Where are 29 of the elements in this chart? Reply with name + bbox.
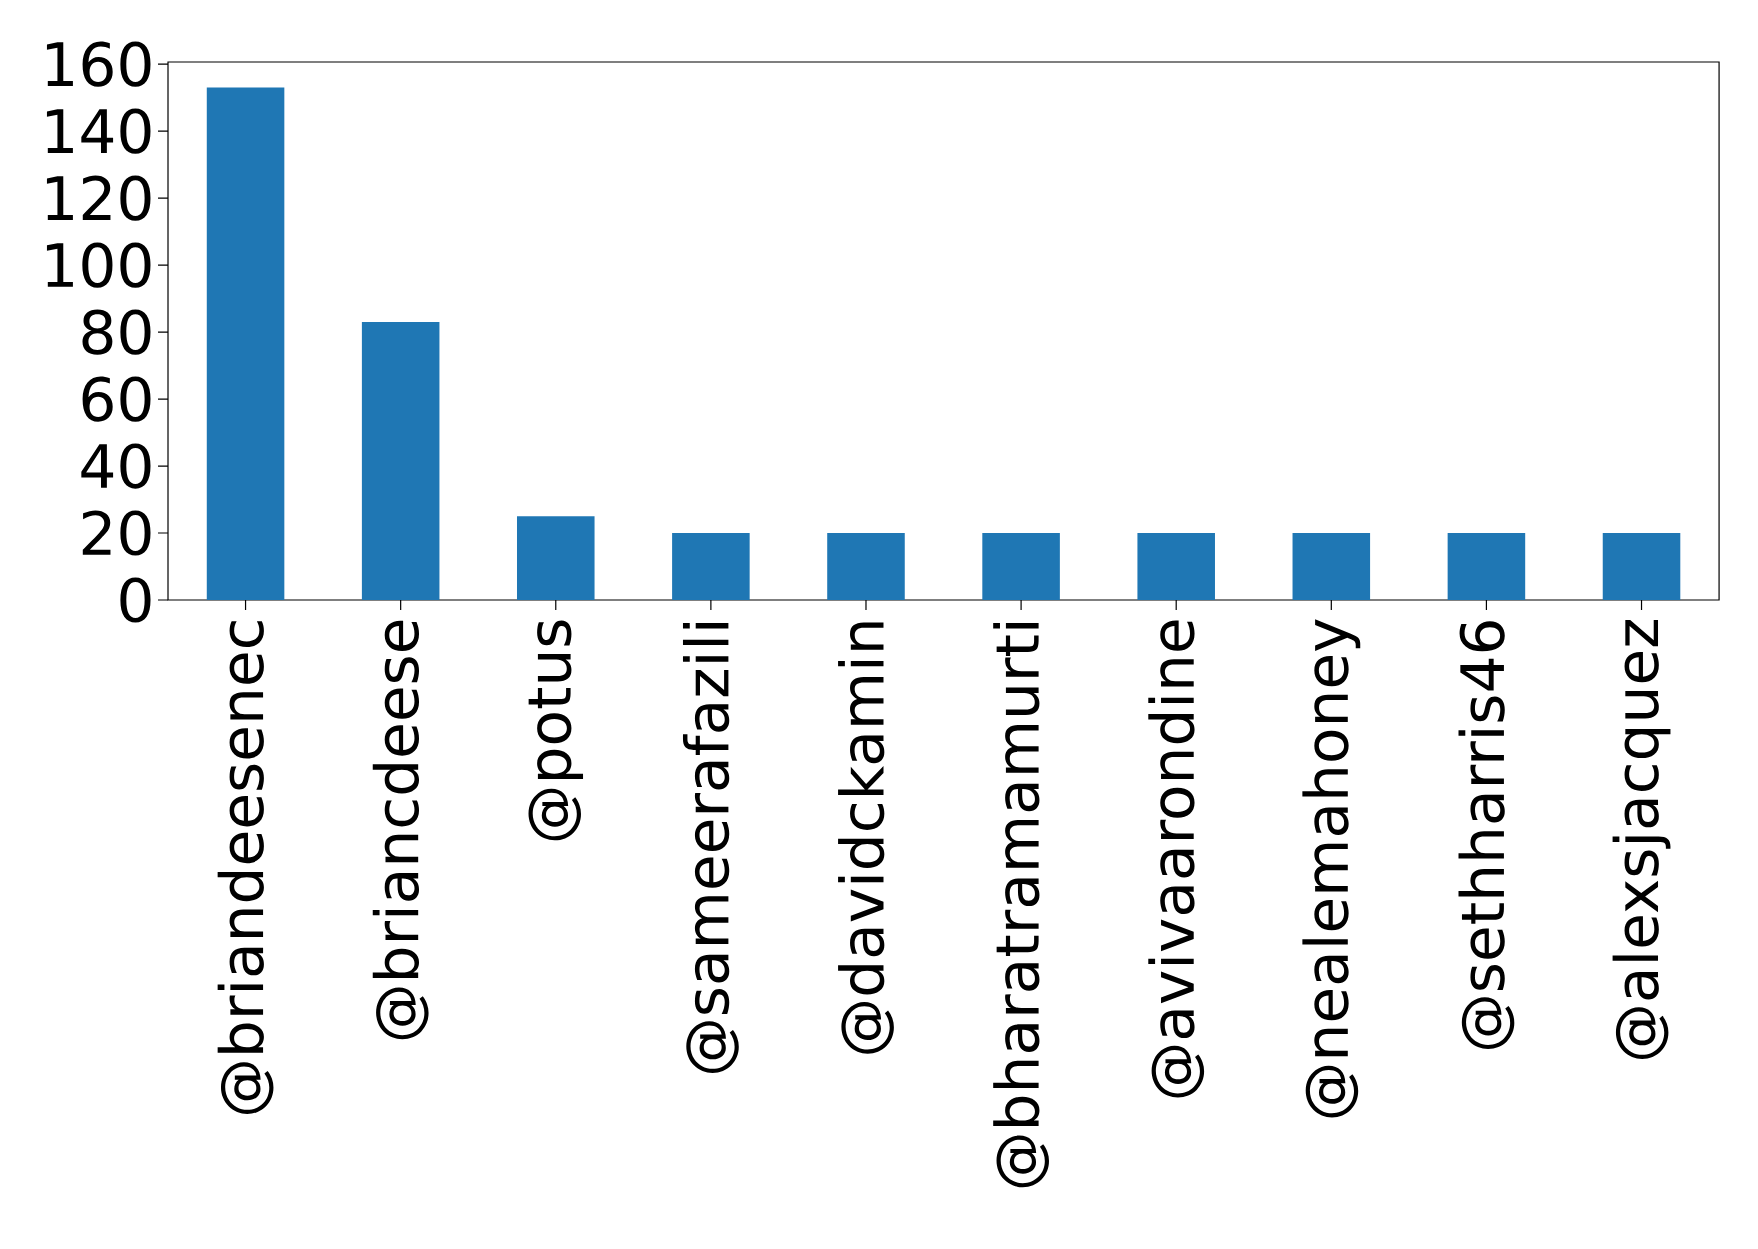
bar: [982, 533, 1060, 600]
x-tick-label: @davidckamin: [838, 622, 894, 1054]
y-tick-label: 40: [81, 443, 151, 489]
x-tick-label: @briandeesenec: [217, 621, 274, 1114]
y-tick-label: 60: [82, 376, 151, 422]
bar: [1447, 533, 1526, 600]
y-tick-label: 140: [46, 108, 151, 154]
x-tick-label: @briancdeese: [372, 620, 429, 1040]
x-tick-label: @potus: [528, 620, 584, 841]
y-tick-label: 20: [82, 510, 151, 556]
bar: [827, 533, 905, 600]
x-tick-label: @bharatramamurti: [993, 623, 1049, 1188]
bar: [1137, 533, 1215, 600]
bar: [361, 322, 440, 600]
y-tick-label: 0: [120, 577, 151, 623]
bar: [206, 87, 285, 600]
y-tick-label: 80: [82, 309, 151, 355]
bar: [1602, 533, 1681, 600]
bar: [672, 533, 750, 600]
x-tick-label: @sethharris46: [1458, 621, 1515, 1050]
x-tick-label: @alexsjacquez: [1612, 619, 1671, 1059]
x-tick-label: @sameerafazili: [682, 623, 739, 1073]
y-tick-label: 100: [46, 242, 151, 288]
x-tick-label: @nealemahoney: [1302, 619, 1361, 1118]
bar: [1292, 533, 1371, 600]
x-tick-label: @avivaarondine: [1148, 620, 1205, 1098]
y-tick-label: 160: [46, 41, 151, 87]
bar: [517, 516, 595, 600]
y-tick-label: 120: [46, 175, 151, 221]
